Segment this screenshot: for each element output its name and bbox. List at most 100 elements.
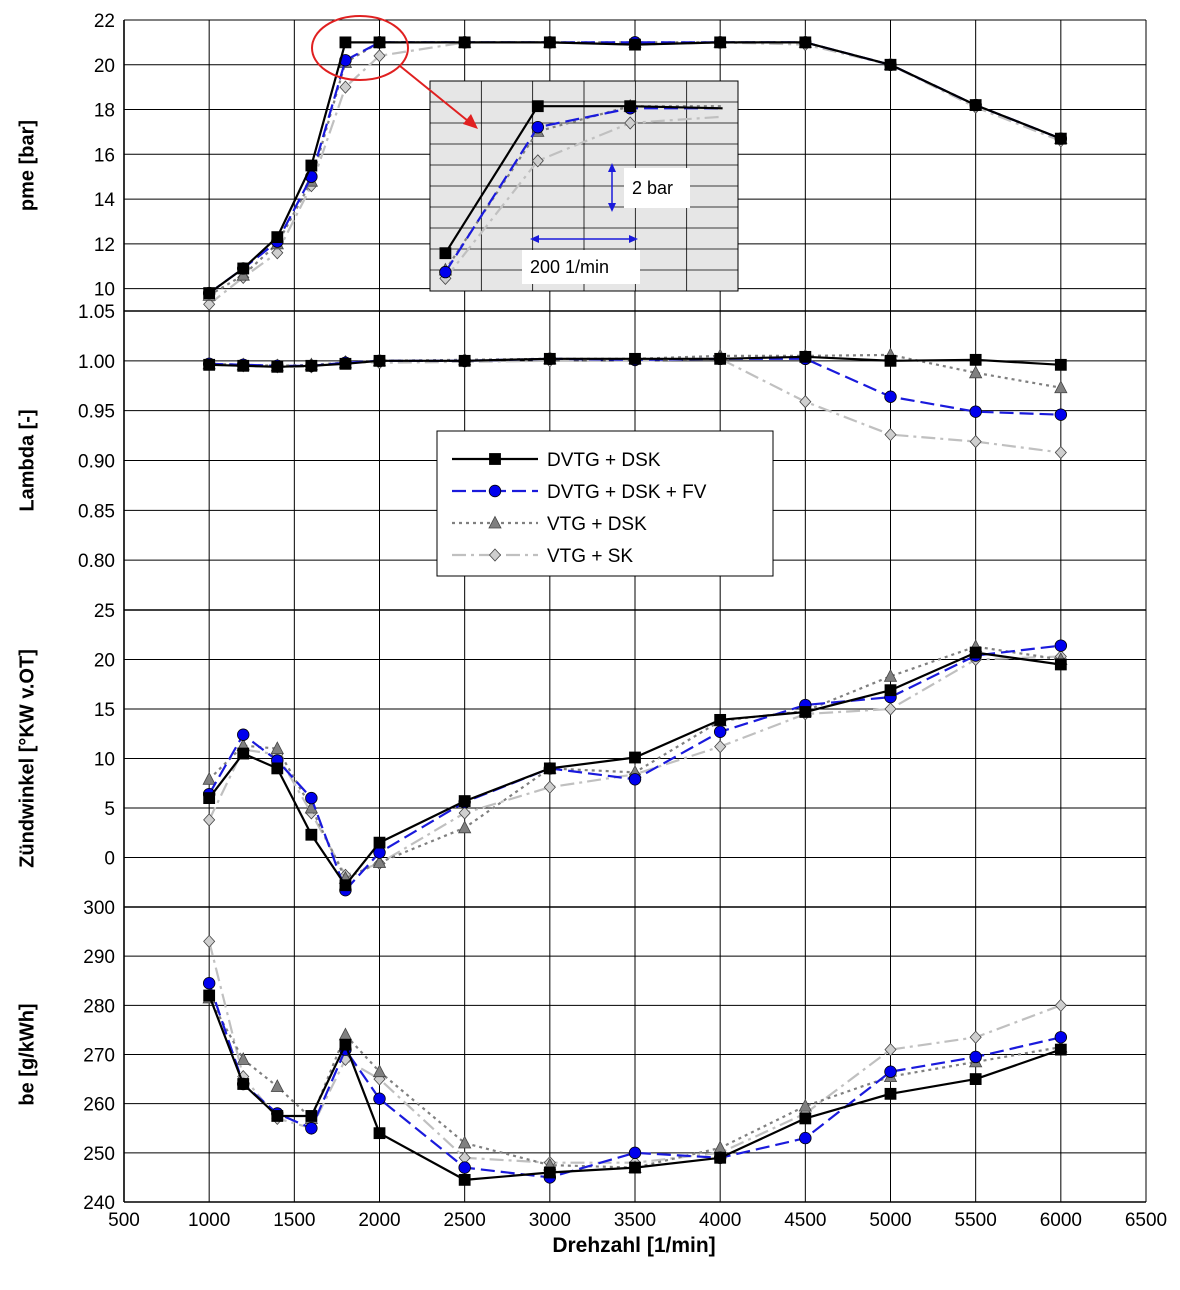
inset-data-point (531, 154, 544, 168)
data-point (203, 287, 216, 299)
x-tick-label: 3500 (614, 1210, 656, 1231)
data-point (373, 836, 386, 849)
data-point (969, 1073, 982, 1085)
data-point (458, 795, 471, 807)
data-point (305, 1122, 318, 1135)
data-point (969, 646, 982, 659)
data-point (799, 395, 812, 409)
data-point (1054, 408, 1068, 421)
data-point (373, 1092, 386, 1105)
x-tick-label: 3000 (529, 1210, 571, 1231)
y-tick-label: 22 (94, 11, 115, 32)
legend-label: DVTG + DSK (547, 450, 661, 471)
data-point (884, 1042, 897, 1057)
data-point (203, 989, 216, 1002)
data-point (305, 159, 318, 172)
data-point (629, 1161, 641, 1174)
series-dvtg-dsk (203, 989, 1067, 1186)
data-point (237, 262, 250, 275)
data-point (339, 879, 352, 892)
data-point (458, 1135, 472, 1149)
series-line (208, 651, 1061, 887)
inset-data-point (439, 265, 452, 279)
data-point (373, 354, 386, 367)
data-point (458, 1173, 471, 1186)
data-point (458, 36, 471, 49)
series-dvtg-dsk (203, 36, 1067, 299)
data-point (373, 1127, 386, 1140)
y-tick-label: 16 (94, 145, 115, 166)
data-point (1054, 358, 1067, 371)
legend: DVTG + DSK DVTG + DSK + FV VTG + DSK VTG + … (436, 430, 774, 577)
legend-label: VTG + DSK (547, 514, 647, 535)
data-point (203, 792, 216, 804)
data-point (458, 806, 471, 820)
y-tick-label: 240 (83, 1193, 115, 1214)
panel-z-ndwinkel-kw-v-ot: 0 5 10 15 20 25 Zündwinkel [°KW v.OT] (16, 601, 1147, 908)
data-point (884, 354, 897, 367)
x-tick-label: 6000 (1040, 1210, 1082, 1231)
y-tick-label: 290 (83, 947, 115, 968)
y-tick-label: 20 (94, 651, 115, 672)
y-tick-label: 0.90 (78, 452, 115, 473)
inset-data-point (624, 100, 637, 113)
x-tick-label: 1000 (188, 1210, 230, 1231)
series-dvtg-dsk (203, 646, 1067, 892)
data-point (271, 246, 284, 260)
data-point (884, 684, 897, 697)
data-point (883, 668, 898, 682)
data-point (884, 702, 897, 716)
data-point (629, 352, 641, 365)
x-axis-label: Drehzahl [1/min] (552, 1234, 715, 1257)
legend-entry-dvtg-dsk-fv: DVTG + DSK + FV (452, 482, 707, 503)
data-point (1054, 132, 1067, 145)
data-point (969, 405, 982, 418)
y-tick-label: 5 (104, 799, 115, 820)
x-tick-label: 4000 (699, 1210, 741, 1231)
data-point (1054, 445, 1067, 460)
y-axis-label: Lambda [-] (16, 409, 38, 511)
data-point (1054, 658, 1067, 671)
data-point (237, 747, 250, 760)
inset-series-line (444, 115, 723, 280)
data-point (798, 1098, 812, 1112)
series-dvtg-dsk (203, 350, 1067, 373)
data-point (714, 740, 727, 754)
inset-data-point (531, 120, 545, 134)
series-line (208, 644, 1061, 892)
data-point (372, 855, 387, 868)
arrow-head (608, 163, 616, 172)
data-point (203, 934, 216, 949)
legend-swatch-marker (488, 484, 502, 498)
data-point (270, 1079, 284, 1092)
x-tick-label: 1500 (273, 1210, 315, 1231)
legend-swatch-marker (488, 548, 502, 562)
y-tick-label: 0.80 (78, 551, 115, 572)
data-point (969, 99, 982, 111)
y-tick-label: 18 (94, 101, 115, 122)
data-point (237, 359, 250, 372)
highlight-ellipse (311, 15, 409, 81)
data-point (271, 360, 284, 373)
data-point (1054, 380, 1068, 394)
data-point (799, 1131, 812, 1145)
data-point (339, 1038, 352, 1051)
x-tick-label: 500 (108, 1210, 140, 1231)
data-point (799, 706, 812, 718)
y-tick-label: 15 (94, 700, 115, 721)
data-point (714, 1151, 727, 1164)
data-point (714, 36, 727, 49)
data-point (969, 1030, 982, 1044)
y-tick-label: 260 (83, 1095, 115, 1116)
data-point (339, 80, 352, 94)
y-tick-label: 1.00 (78, 352, 115, 373)
inset-series-dvtg-dsk (439, 100, 723, 260)
data-point (543, 780, 556, 794)
data-point (305, 1110, 318, 1122)
y-tick-label: 12 (94, 235, 115, 256)
series-line (208, 982, 1062, 1179)
data-point (714, 352, 727, 365)
data-point (373, 49, 386, 63)
data-point (1054, 1043, 1067, 1056)
data-point (1054, 1031, 1068, 1044)
